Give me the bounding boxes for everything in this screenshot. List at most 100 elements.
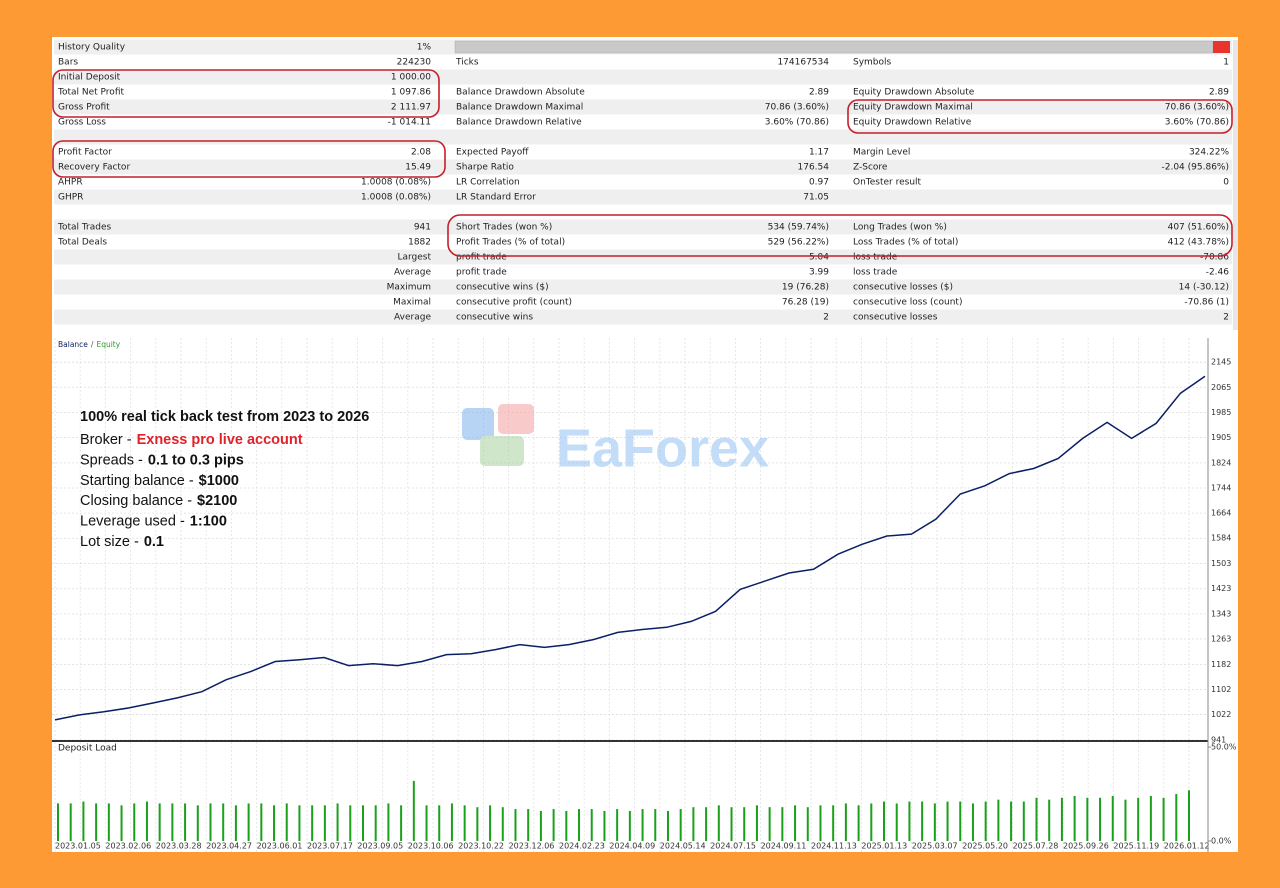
load-bar [489, 805, 492, 841]
load-bar [527, 809, 530, 841]
x-tick-label: 2025.07.28 [1013, 842, 1059, 851]
load-bar [755, 805, 758, 841]
load-bar [323, 805, 326, 841]
stat-value: 2.89 [1209, 88, 1229, 98]
load-bar [628, 810, 631, 841]
load-bar [184, 803, 187, 841]
load-bar [222, 803, 225, 841]
x-tick-label: 2025.11.19 [1113, 842, 1159, 851]
stat-value: 1 000.00 [391, 73, 431, 83]
load-bar [870, 803, 873, 841]
stat-label: Ticks [455, 58, 479, 68]
stat-value: 5.04 [809, 253, 829, 263]
stat-label: consecutive losses ($) [853, 283, 953, 293]
load-bar [514, 809, 517, 841]
load-bar [57, 803, 59, 841]
y-tick-label: 1584 [1211, 534, 1231, 543]
load-bar [959, 801, 962, 841]
deposit-load: Deposit Load 50.0% 0.0% [57, 743, 1237, 846]
stat-label: Margin Level [853, 148, 910, 158]
annotations: 100% real tick back test from 2023 to 20… [80, 409, 369, 550]
load-bar [1086, 797, 1089, 841]
load-bar [997, 799, 1000, 841]
load-bar [781, 807, 784, 841]
stat-label: Balance Drawdown Maximal [456, 103, 583, 113]
logo-block [462, 408, 494, 440]
stat-value: 412 (43.78%) [1168, 238, 1229, 248]
annotation-title: 100% real tick back test from 2023 to 20… [80, 409, 369, 425]
load-bar [133, 803, 136, 841]
stat-label: Loss Trades (% of total) [853, 238, 958, 248]
stat-value: 529 (56.22%) [768, 238, 829, 248]
load-bar [565, 810, 568, 841]
y-tick-label: 1182 [1211, 660, 1231, 669]
highlight [52, 69, 440, 118]
load-bar [107, 803, 110, 841]
stat-label: consecutive wins [456, 313, 533, 323]
load-bar [285, 803, 288, 841]
stat-value: 1.0008 (0.08%) [361, 178, 431, 188]
load-bar [361, 805, 364, 841]
x-tick-label: 2025.03.07 [912, 842, 958, 851]
load-bar [539, 810, 542, 841]
stat-value: 3.60% (70.86) [765, 118, 829, 128]
stat-label: Gross Loss [58, 118, 106, 128]
row-shade [54, 159, 1232, 175]
stat-label: Balance Drawdown Absolute [456, 88, 585, 98]
load-bar [476, 807, 479, 841]
x-tick-label: 2023.02.06 [105, 842, 151, 851]
stat-label: Equity Drawdown Absolute [853, 88, 975, 98]
x-tick-label: 2023.09.05 [357, 842, 403, 851]
load-bar [971, 803, 974, 841]
stat-value: 224230 [397, 58, 432, 68]
load-bar [794, 805, 797, 841]
stat-value: 3.99 [809, 268, 829, 278]
load-bar [1048, 799, 1051, 841]
stat-value: 0.97 [809, 178, 829, 188]
y-tick-label: 1985 [1211, 408, 1231, 417]
load-bar [1175, 794, 1178, 841]
load-bar [1111, 795, 1114, 841]
stat-value: -2.46 [1206, 268, 1230, 278]
row-shade [54, 219, 1232, 235]
load-bar [768, 807, 771, 841]
highlight [847, 99, 1233, 134]
load-bar [387, 803, 390, 841]
load-bar [450, 803, 453, 841]
annotation-line: Leverage used - 1:100 [80, 513, 227, 529]
row-shade [54, 309, 1232, 325]
stat-label: LR Standard Error [456, 193, 536, 203]
legend-item: Balance [58, 340, 88, 349]
load-bar [1073, 795, 1076, 841]
report-table: History Quality 1% Bars 224230 Ticks 17416753… [54, 39, 1232, 325]
load-bar [578, 809, 581, 841]
stat-value: 941 [414, 223, 431, 233]
stat-label: Symbols [853, 58, 892, 68]
stat-label: Equity Drawdown Relative [853, 118, 972, 128]
stat-label: Sharpe Ratio [456, 163, 514, 173]
stat-value: 2.08 [411, 148, 431, 158]
load-bar [552, 809, 555, 841]
x-tick-label: 2023.10.06 [408, 842, 454, 851]
y-tick-label: 1503 [1211, 559, 1231, 568]
row-shade [54, 249, 1232, 265]
load-bar [946, 801, 949, 841]
stat-label: consecutive loss (count) [853, 298, 962, 308]
x-tick-label: 2025.09.26 [1063, 842, 1109, 851]
stat-label: Gross Profit [58, 103, 110, 113]
stat-value: 1 097.86 [391, 88, 431, 98]
load-bar [1060, 797, 1063, 841]
x-tick-label: 2023.12.06 [509, 842, 555, 851]
load-bar [171, 803, 174, 841]
x-tick-label: 2023.10.22 [458, 842, 504, 851]
stat-value: 19 (76.28) [782, 283, 829, 293]
y-tick-label: 2065 [1211, 383, 1231, 392]
watermark-logo [462, 404, 534, 466]
stat-value: -70.86 (1) [1184, 298, 1229, 308]
stat-label: GHPR [58, 193, 83, 203]
stat-label: History Quality [58, 43, 126, 53]
load-bar [1022, 801, 1025, 841]
x-tick-label: 2024.04.09 [609, 842, 655, 851]
stat-label: Long Trades (won %) [853, 223, 947, 233]
stat-label: Balance Drawdown Relative [456, 118, 582, 128]
